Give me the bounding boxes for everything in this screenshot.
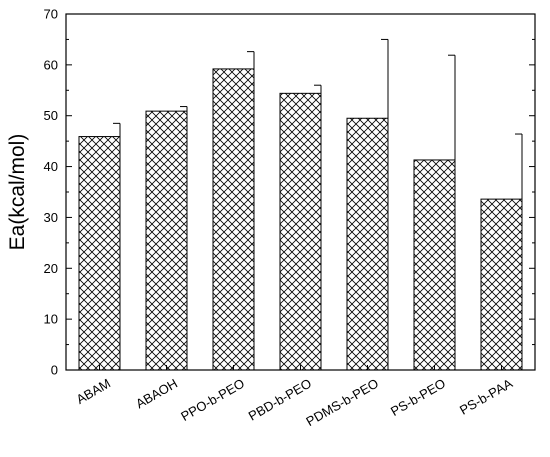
x-tick-label: PPO-b-PEO [178,376,247,424]
y-tick-label: 70 [44,7,58,22]
x-tick-label: PDMS-b-PEO [303,376,381,429]
bar-abaoh [145,110,188,371]
bar-pbd-b-peo [279,92,322,371]
y-tick-label: 20 [44,261,58,276]
bar-ps-b-paa [480,198,523,371]
x-tick-label: PS-b-PEO [388,376,448,419]
bar-ppo-b-peo [212,68,255,371]
y-ticks-layer: 0 10 20 30 40 50 60 70 [44,7,535,378]
bar-pdms-b-peo [346,117,389,371]
x-tick-label: PS-b-PAA [457,375,515,417]
error-bars-layer [113,38,523,200]
y-axis-title-group: Ea(kcal/mol) [6,134,29,251]
bars-layer [78,68,523,371]
y-tick-label: 50 [44,108,58,123]
y-tick-label: 30 [44,210,58,225]
bar-abam [78,136,121,371]
y-tick-label: 0 [51,363,58,378]
y-tick-label: 60 [44,57,58,72]
x-tick-label: ABAOH [133,376,180,412]
y-axis-title: Ea(kcal/mol) [6,134,29,251]
x-tick-label: ABAM [74,376,113,407]
y-tick-label: 10 [44,312,58,327]
bar-ps-b-peo [413,159,456,371]
y-tick-label: 40 [44,159,58,174]
